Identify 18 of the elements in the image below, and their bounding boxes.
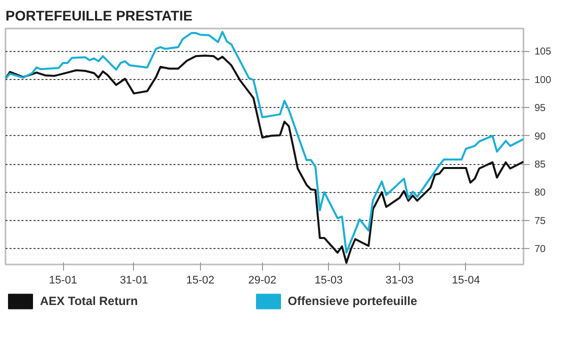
x-tick-label: 31-01 (120, 274, 148, 286)
y-tick-label: 85 (534, 160, 546, 170)
x-tick-label: 15-03 (314, 274, 343, 286)
y-tick-label: 105 (534, 46, 552, 58)
x-tick-label: 15-01 (48, 274, 78, 286)
y-tick-label: 100 (534, 74, 552, 86)
legend-label: AEX Total Return (40, 294, 138, 308)
x-tick-label: 29-02 (248, 274, 276, 286)
y-tick-label: 70 (534, 244, 546, 256)
x-tick-label: 31-03 (385, 274, 414, 286)
chart-title: PORTEFEUILLE PRESTATIE (6, 8, 192, 24)
y-tick-label: 95 (534, 103, 546, 114)
x-tick-label: 15-02 (186, 274, 214, 286)
x-tick-label: 15-04 (452, 274, 480, 286)
y-tick-label: 75 (534, 216, 546, 227)
y-tick-label: 80 (534, 188, 546, 199)
legend-label: Offensieve portefeuille (288, 294, 418, 308)
y-tick-label: 90 (534, 131, 546, 142)
